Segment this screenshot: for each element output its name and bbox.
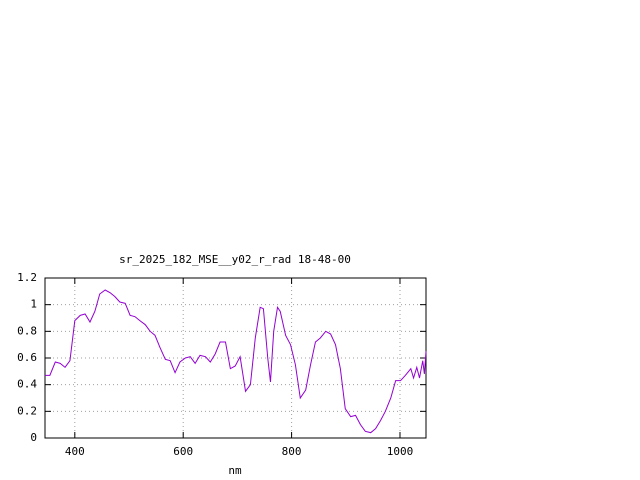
x-tick-label: 600 xyxy=(173,445,193,458)
y-tick-label: 0.2 xyxy=(17,404,37,417)
plot-border xyxy=(44,277,427,439)
x-axis-label: nm xyxy=(228,464,242,477)
x-tick-label: 400 xyxy=(65,445,85,458)
x-tick-label: 1000 xyxy=(387,445,414,458)
x-tick-label: 800 xyxy=(282,445,302,458)
y-tick-label: 0.6 xyxy=(17,351,37,364)
y-tick-label: 0 xyxy=(30,431,37,444)
y-tick-label: 0.8 xyxy=(17,324,37,337)
y-tick-label: 0.4 xyxy=(17,378,37,391)
y-tick-label: 1 xyxy=(30,298,37,311)
y-tick-label: 1.2 xyxy=(17,271,37,284)
chart-title: sr_2025_182_MSE__y02_r_rad 18-48-00 xyxy=(119,253,351,266)
data-line xyxy=(45,289,427,434)
